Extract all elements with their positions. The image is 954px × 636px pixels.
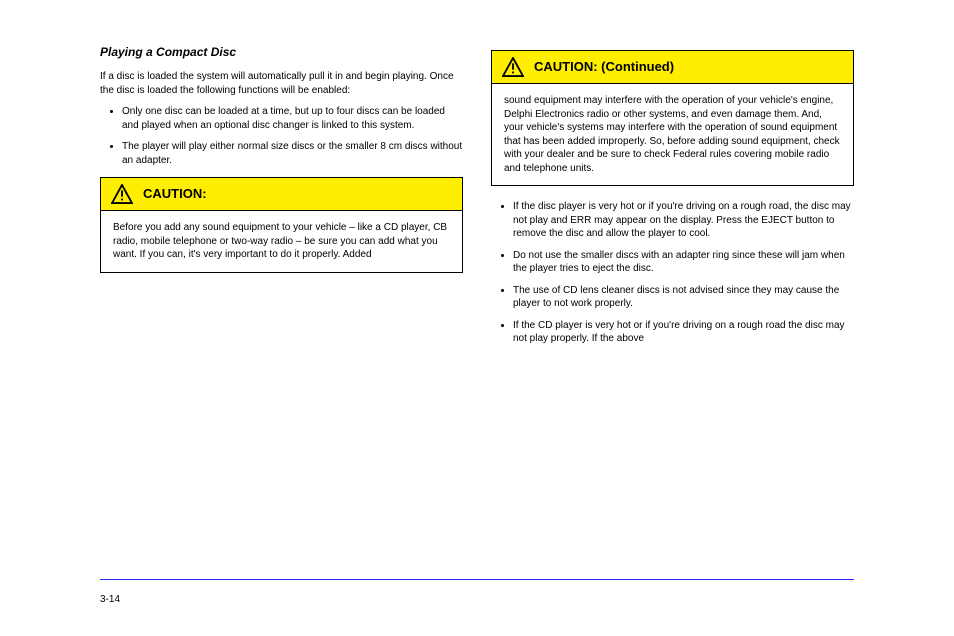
caution-text: sound equipment may interfere with the o… xyxy=(504,95,840,174)
caution-body: Before you add any sound equipment to yo… xyxy=(101,211,462,272)
list-item: If the disc player is very hot or if you… xyxy=(513,200,854,241)
intro-paragraph: If a disc is loaded the system will auto… xyxy=(100,70,463,97)
caution-box: CAUTION: Before you add any sound equipm… xyxy=(100,177,463,273)
caution-body: sound equipment may interfere with the o… xyxy=(492,84,853,185)
caution-box-continued: CAUTION: (Continued) sound equipment may… xyxy=(491,50,854,186)
list-item: The player will play either normal size … xyxy=(122,140,463,167)
list-item: Only one disc can be loaded at a time, b… xyxy=(122,105,463,132)
list-item: The use of CD lens cleaner discs is not … xyxy=(513,284,854,311)
manual-page: Playing a Compact Disc If a disc is load… xyxy=(0,0,954,636)
warning-triangle-icon xyxy=(111,184,133,204)
caution-header: CAUTION: xyxy=(101,178,462,211)
footer-rule xyxy=(100,579,854,580)
warning-triangle-icon xyxy=(502,57,524,77)
caution-text: Before you add any sound equipment to yo… xyxy=(113,222,447,260)
right-bullet-list: If the disc player is very hot or if you… xyxy=(491,200,854,346)
right-column: CAUTION: (Continued) sound equipment may… xyxy=(491,40,854,356)
two-column-layout: Playing a Compact Disc If a disc is load… xyxy=(100,40,854,356)
caution-header: CAUTION: (Continued) xyxy=(492,51,853,84)
list-item: If the CD player is very hot or if you'r… xyxy=(513,319,854,346)
page-number: 3-14 xyxy=(100,593,120,607)
caution-label: CAUTION: xyxy=(143,185,207,203)
caution-label: CAUTION: (Continued) xyxy=(534,58,674,76)
left-column: Playing a Compact Disc If a disc is load… xyxy=(100,40,463,356)
left-bullet-list: Only one disc can be loaded at a time, b… xyxy=(100,105,463,167)
list-item: Do not use the smaller discs with an ada… xyxy=(513,249,854,276)
section-heading: Playing a Compact Disc xyxy=(100,44,463,60)
